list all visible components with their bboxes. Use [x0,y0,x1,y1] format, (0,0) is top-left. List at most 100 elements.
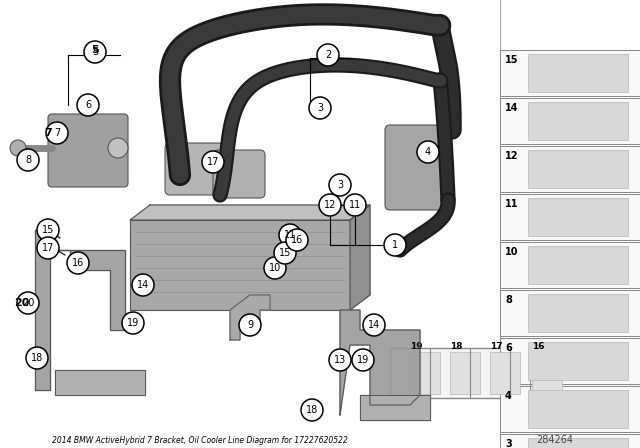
Bar [490,352,520,394]
Bar [528,342,628,380]
Bar [500,242,640,288]
Text: 4: 4 [425,147,431,157]
Circle shape [417,141,439,163]
Circle shape [384,234,406,256]
Text: 6: 6 [505,343,512,353]
Text: 3: 3 [317,103,323,113]
Text: 20: 20 [22,298,34,308]
Circle shape [329,349,351,371]
Circle shape [279,224,301,246]
Text: 12: 12 [324,200,336,210]
Bar [532,352,562,394]
Text: 7: 7 [54,128,60,138]
Bar [450,352,480,394]
Text: 17: 17 [207,157,219,167]
Bar [500,434,640,448]
Bar [528,294,628,332]
Circle shape [46,122,68,144]
Circle shape [122,312,144,334]
Circle shape [319,194,341,216]
Bar [500,98,640,144]
Circle shape [301,399,323,421]
Bar [528,246,628,284]
Text: 15: 15 [505,55,518,65]
Text: 3: 3 [337,180,343,190]
Bar [500,386,640,432]
Circle shape [37,237,59,259]
Text: 11: 11 [349,200,361,210]
Text: 19: 19 [410,342,422,351]
Text: 5: 5 [92,47,98,57]
Bar [500,290,640,336]
Circle shape [26,347,48,369]
Polygon shape [230,295,270,340]
Text: 1: 1 [392,240,398,250]
Bar [500,50,640,96]
Text: 16: 16 [72,258,84,268]
Circle shape [10,140,26,156]
Circle shape [108,138,128,158]
Text: 17: 17 [490,342,502,351]
Bar [500,338,640,384]
Bar [410,352,440,394]
Bar [528,198,628,236]
Bar [130,220,350,310]
Bar [528,150,628,188]
Circle shape [264,257,286,279]
Text: 9: 9 [247,320,253,330]
Text: 8: 8 [505,295,512,305]
Circle shape [17,149,39,171]
Bar [528,54,628,92]
Text: 11: 11 [505,199,518,209]
Text: 2014 BMW ActiveHybrid 7 Bracket, Oil Cooler Line Diagram for 17227620522: 2014 BMW ActiveHybrid 7 Bracket, Oil Coo… [52,436,348,445]
Polygon shape [340,310,420,415]
Circle shape [274,242,296,264]
Text: 8: 8 [25,155,31,165]
Text: 18: 18 [450,342,463,351]
Text: 15: 15 [279,248,291,258]
Circle shape [317,44,339,66]
Bar [528,390,628,428]
Text: 18: 18 [31,353,43,363]
Polygon shape [35,230,125,390]
Bar [528,102,628,140]
Text: 18: 18 [306,405,318,415]
Circle shape [37,219,59,241]
Polygon shape [130,205,370,220]
Circle shape [239,314,261,336]
Text: 16: 16 [291,235,303,245]
Text: 19: 19 [127,318,139,328]
Polygon shape [55,370,145,395]
FancyBboxPatch shape [48,114,128,187]
Text: 7: 7 [44,128,52,138]
Circle shape [84,41,106,63]
Text: 20: 20 [14,298,29,308]
Circle shape [67,252,89,274]
FancyBboxPatch shape [385,125,450,210]
Text: 14: 14 [137,280,149,290]
Polygon shape [360,395,430,420]
Circle shape [202,151,224,173]
Text: 19: 19 [357,355,369,365]
Circle shape [363,314,385,336]
Text: 14: 14 [368,320,380,330]
Polygon shape [350,205,370,310]
Text: 10: 10 [269,263,281,273]
Circle shape [77,94,99,116]
Bar [500,194,640,240]
Text: 17: 17 [42,243,54,253]
FancyBboxPatch shape [213,150,265,198]
Text: 11: 11 [284,230,296,240]
Bar [500,146,640,192]
Text: 10: 10 [505,247,518,257]
Text: 3: 3 [505,439,512,448]
Text: 2: 2 [325,50,331,60]
Circle shape [329,174,351,196]
Text: 12: 12 [505,151,518,161]
Text: 13: 13 [334,355,346,365]
Text: 16: 16 [532,342,545,351]
Circle shape [132,274,154,296]
Circle shape [286,229,308,251]
Text: 4: 4 [505,391,512,401]
Text: 5: 5 [91,45,99,55]
